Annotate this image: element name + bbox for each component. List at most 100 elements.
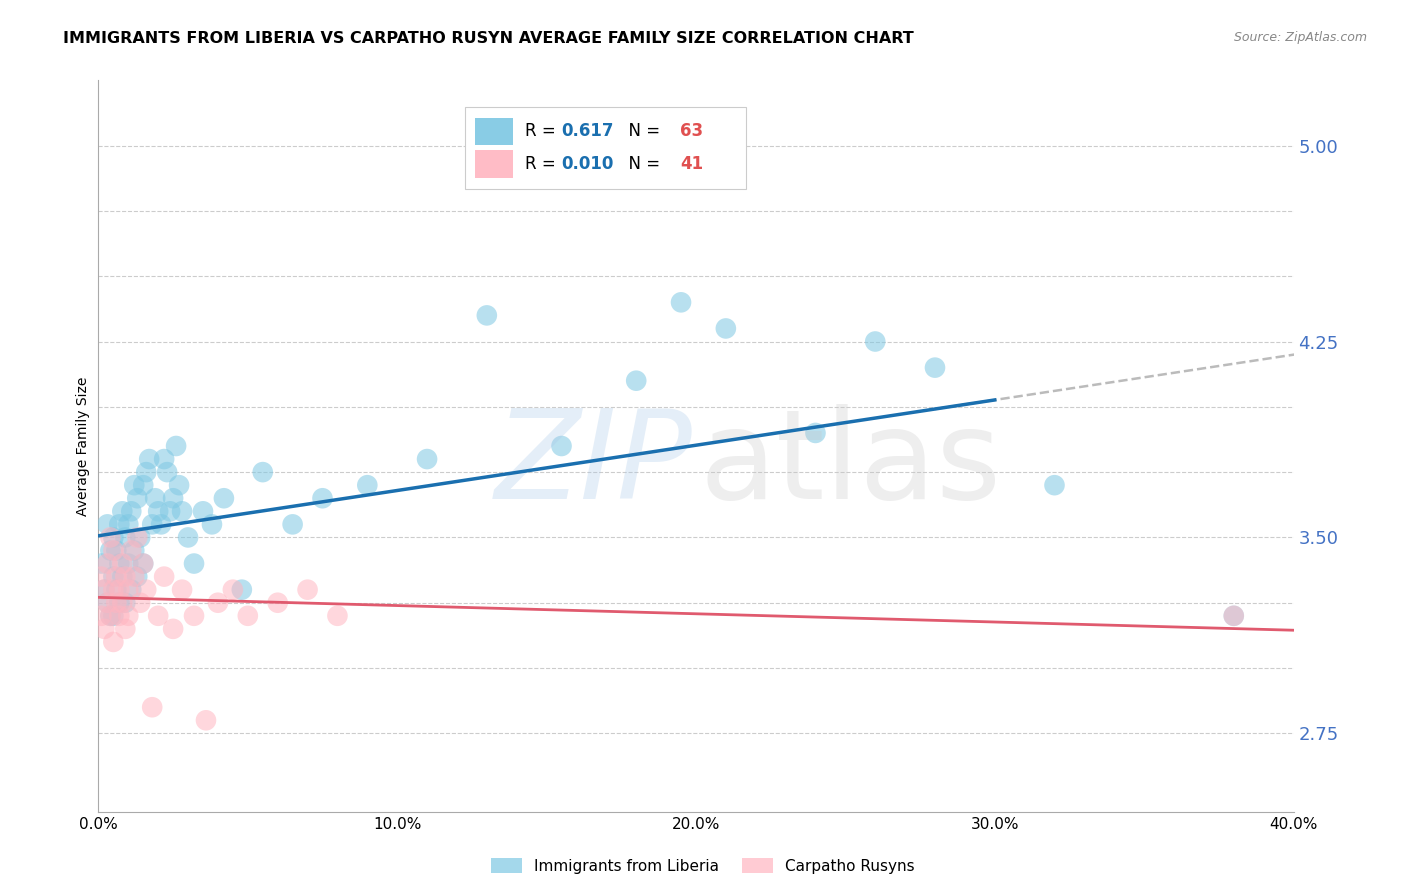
Point: [1223, 608, 1246, 623]
Point: [132, 478, 155, 492]
Point: [108, 557, 131, 571]
Point: [98, 530, 122, 544]
Text: atlas: atlas: [700, 404, 1001, 524]
Point: [96, 596, 118, 610]
Point: [90, 557, 112, 571]
Point: [1043, 478, 1066, 492]
Point: [105, 569, 128, 583]
Point: [93, 582, 115, 597]
Point: [117, 557, 139, 571]
Point: [183, 608, 205, 623]
Point: [93, 622, 115, 636]
Point: [311, 491, 333, 506]
Point: [111, 596, 134, 610]
Text: N =: N =: [619, 155, 665, 173]
Point: [236, 608, 259, 623]
Point: [120, 504, 142, 518]
Point: [103, 530, 125, 544]
Point: [865, 334, 887, 349]
Point: [114, 530, 136, 544]
Point: [714, 321, 737, 335]
Point: [111, 569, 134, 583]
Point: [281, 517, 304, 532]
Point: [153, 569, 176, 583]
Point: [96, 557, 118, 571]
Point: [114, 569, 136, 583]
Point: [550, 439, 572, 453]
Point: [129, 530, 152, 544]
Point: [90, 608, 112, 623]
Point: [135, 465, 157, 479]
Point: [114, 622, 136, 636]
Point: [212, 491, 235, 506]
Text: 0.010: 0.010: [561, 155, 613, 173]
Point: [148, 504, 170, 518]
Point: [127, 569, 149, 583]
Point: [326, 608, 349, 623]
FancyBboxPatch shape: [475, 118, 513, 145]
Point: [297, 582, 319, 597]
Point: [129, 596, 152, 610]
Point: [804, 425, 827, 440]
Text: 0.617: 0.617: [561, 122, 613, 140]
Point: [108, 517, 131, 532]
Point: [111, 504, 134, 518]
Point: [105, 543, 128, 558]
Point: [114, 596, 136, 610]
Point: [252, 465, 274, 479]
Point: [222, 582, 245, 597]
Point: [108, 608, 131, 623]
Point: [127, 530, 149, 544]
Point: [143, 491, 166, 506]
Text: Source: ZipAtlas.com: Source: ZipAtlas.com: [1233, 31, 1367, 45]
Point: [96, 596, 118, 610]
Point: [162, 491, 184, 506]
Point: [191, 504, 214, 518]
Point: [124, 569, 146, 583]
Point: [108, 582, 131, 597]
Point: [201, 517, 224, 532]
Point: [103, 543, 125, 558]
Point: [195, 714, 218, 728]
Point: [103, 582, 125, 597]
FancyBboxPatch shape: [465, 107, 747, 189]
Point: [172, 582, 194, 597]
Point: [177, 530, 200, 544]
Point: [105, 596, 128, 610]
Point: [138, 452, 160, 467]
Point: [117, 582, 139, 597]
Point: [141, 517, 163, 532]
Point: [267, 596, 290, 610]
Point: [98, 608, 122, 623]
Point: [150, 517, 173, 532]
Point: [127, 491, 149, 506]
Point: [156, 465, 179, 479]
Point: [167, 478, 190, 492]
Point: [475, 309, 498, 323]
Text: R =: R =: [524, 155, 561, 173]
Point: [111, 557, 134, 571]
Point: [93, 582, 115, 597]
FancyBboxPatch shape: [475, 151, 513, 178]
Point: [183, 557, 205, 571]
Point: [924, 360, 946, 375]
Point: [98, 608, 122, 623]
Point: [117, 517, 139, 532]
Point: [153, 452, 176, 467]
Y-axis label: Average Family Size: Average Family Size: [76, 376, 90, 516]
Point: [231, 582, 253, 597]
Text: 63: 63: [681, 122, 703, 140]
Point: [117, 608, 139, 623]
Point: [108, 596, 131, 610]
Text: IMMIGRANTS FROM LIBERIA VS CARPATHO RUSYN AVERAGE FAMILY SIZE CORRELATION CHART: IMMIGRANTS FROM LIBERIA VS CARPATHO RUSY…: [63, 31, 914, 46]
Point: [96, 517, 118, 532]
Point: [669, 295, 692, 310]
Point: [103, 635, 125, 649]
Point: [356, 478, 378, 492]
Point: [416, 452, 439, 467]
Text: R =: R =: [524, 122, 561, 140]
Point: [135, 582, 157, 597]
Point: [124, 478, 146, 492]
Point: [120, 543, 142, 558]
Point: [98, 543, 122, 558]
